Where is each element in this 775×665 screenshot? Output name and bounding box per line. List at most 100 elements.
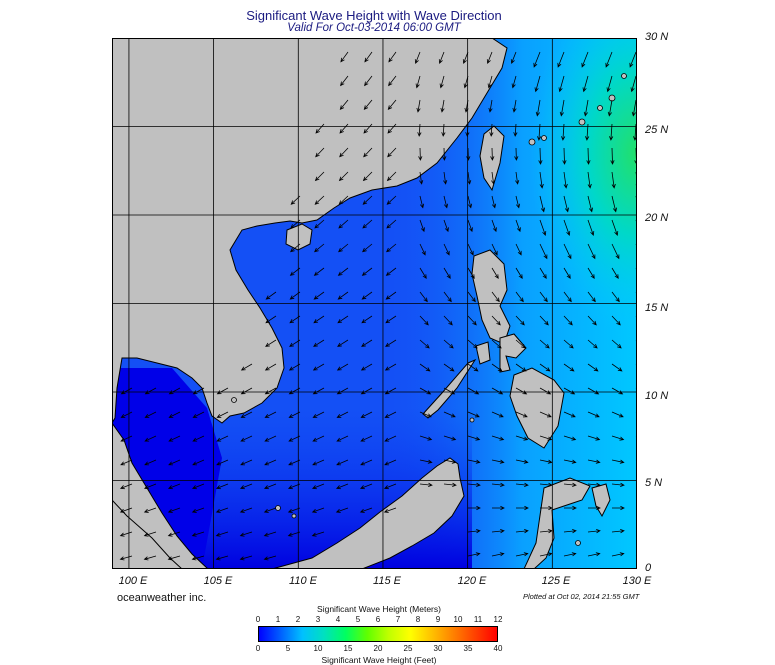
wave-arrow	[119, 555, 133, 561]
wave-arrow	[314, 219, 325, 229]
legend-meter-tick: 2	[295, 615, 301, 624]
wave-arrow	[363, 123, 373, 134]
wave-arrow	[587, 171, 592, 189]
wave-arrow	[563, 482, 577, 487]
legend-meter-tick: 4	[335, 615, 341, 624]
wave-arrow	[312, 387, 325, 395]
wave-arrow	[611, 505, 625, 511]
plotted-timestamp: Plotted at Oct 02, 2014 21:55 GMT	[523, 592, 640, 601]
wave-arrow	[438, 51, 445, 65]
wave-arrow	[539, 291, 548, 303]
wave-arrow	[385, 291, 397, 300]
wave-arrow	[384, 387, 397, 395]
wave-arrow	[587, 435, 601, 441]
map-border	[112, 38, 637, 569]
wave-arrow	[467, 171, 472, 185]
wave-arrow	[467, 195, 473, 209]
wave-arrow	[581, 51, 589, 68]
wave-arrow	[360, 459, 373, 466]
wave-arrow	[191, 555, 205, 561]
wave-arrow	[441, 123, 446, 137]
wave-arrow	[215, 531, 229, 537]
wave-arrow	[384, 363, 397, 371]
small-islands	[231, 73, 627, 546]
wave-arrow	[192, 387, 205, 395]
wave-arrow	[563, 219, 571, 236]
wave-arrow	[418, 147, 423, 161]
wave-arrow	[361, 267, 373, 276]
legend-meter-tick: 7	[395, 615, 401, 624]
wave-arrow	[539, 267, 547, 280]
wave-arrow	[610, 147, 615, 165]
wave-arrow	[239, 531, 253, 537]
wave-arrow	[515, 171, 520, 185]
wave-arrow	[539, 411, 552, 418]
wave-arrow	[607, 99, 613, 117]
wave-arrow	[313, 339, 325, 347]
wave-arrow	[539, 552, 553, 557]
wave-arrow	[388, 75, 397, 87]
wave-arrow	[312, 459, 325, 466]
wave-arrow	[629, 51, 637, 68]
wave-arrow	[611, 435, 625, 441]
wave-arrow	[515, 459, 529, 464]
wave-arrow	[467, 552, 481, 557]
wave-arrow	[587, 505, 601, 511]
wave-arrow	[383, 507, 397, 513]
wave-arrow	[611, 291, 620, 303]
wave-arrow	[486, 51, 493, 65]
wave-arrow	[264, 363, 277, 371]
wave-arrow	[443, 291, 452, 303]
wave-arrow	[168, 387, 181, 395]
wave-arrow	[467, 411, 480, 418]
wave-arrow	[587, 411, 600, 418]
legend-meter-tick: 10	[453, 615, 463, 624]
wave-arrow	[264, 411, 277, 418]
wave-arrow	[563, 171, 568, 189]
wave-arrow	[340, 75, 349, 87]
wave-arrow	[240, 387, 253, 395]
wave-arrow	[419, 195, 425, 209]
map-canvas	[112, 38, 637, 569]
wave-arrow	[387, 99, 397, 110]
legend-meter-tick: 1	[275, 615, 281, 624]
wave-arrow	[414, 51, 421, 65]
wave-arrow	[535, 99, 541, 117]
mainland-asia	[112, 38, 508, 424]
wave-arrow	[611, 459, 625, 464]
wave-arrow	[192, 459, 205, 466]
wave-arrow	[239, 555, 253, 561]
wave-arrow	[605, 51, 613, 68]
wave-arrow	[263, 483, 277, 490]
legend-feet-tick: 15	[343, 644, 353, 653]
lat-label-25n: 25 N	[645, 124, 669, 136]
wave-arrow	[384, 459, 397, 466]
wave-arrow	[384, 435, 397, 442]
wave-arrow	[192, 435, 205, 442]
wave-arrow	[362, 195, 373, 205]
wave-arrow	[215, 555, 229, 561]
wave-arrow	[339, 123, 349, 134]
lat-lon-grid	[112, 38, 637, 569]
wave-arrow	[362, 219, 373, 229]
wave-arrow	[337, 315, 349, 324]
wave-arrow	[144, 387, 157, 395]
wave-arrow	[419, 363, 431, 372]
lat-label-0: 0	[645, 562, 652, 574]
wave-arrow	[440, 99, 445, 113]
wave-arrow	[419, 482, 433, 487]
wave-arrow	[539, 435, 553, 441]
wave-arrow	[419, 243, 426, 256]
wave-arrow	[167, 555, 181, 561]
wave-arrow	[192, 411, 205, 418]
wave-arrow	[386, 171, 397, 182]
wave-arrow	[361, 339, 373, 347]
wave-arrow	[611, 339, 622, 349]
wave-arrow	[264, 387, 277, 395]
legend-meter-tick: 5	[355, 615, 361, 624]
wave-arrow	[168, 459, 181, 466]
wave-arrow	[312, 435, 325, 442]
lat-label-30n: 30 N	[645, 31, 669, 43]
wave-arrow	[587, 363, 599, 372]
wave-arrow	[143, 483, 157, 490]
